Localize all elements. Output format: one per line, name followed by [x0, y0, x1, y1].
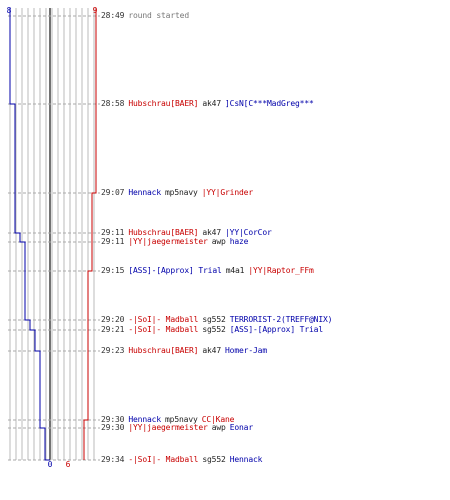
victim-name: haze	[229, 237, 249, 246]
weapon-name: awp	[211, 423, 226, 432]
killer-name: [ASS]-[Approx] Trial	[128, 266, 222, 275]
weapon-name: mp5navy	[165, 188, 198, 197]
victim-name: |YY|Grinder	[201, 188, 254, 197]
event-time: 29:30	[101, 423, 125, 432]
victim-name: CC|Kane	[201, 415, 235, 424]
weapon-name: ak47	[202, 346, 222, 355]
killer-name: Hubschrau[BAER]	[128, 346, 199, 355]
victim-name: TERRORIST-2(TREFF@NIX)	[229, 315, 333, 324]
event-message: round started	[128, 11, 190, 20]
weapon-name: ak47	[202, 228, 222, 237]
weapon-name: awp	[211, 237, 226, 246]
kill-event-row: 29:30 |YY|jaegermeister awp Eonar	[101, 423, 257, 432]
weapon-name: mp5navy	[165, 415, 198, 424]
blue-team-alive-line	[9, 8, 50, 461]
weapon-name: sg552	[202, 455, 226, 464]
victim-name: [ASS]-[Approx] Trial	[229, 325, 324, 334]
killer-name: -|SoI|- Madball	[128, 315, 199, 324]
red-start-count: 9	[93, 6, 98, 15]
event-time: 29:11	[101, 237, 125, 246]
round-start-row: 28:49 round started	[101, 11, 193, 20]
killer-name: Hubschrau[BAER]	[128, 228, 199, 237]
victim-name: Eonar	[229, 423, 254, 432]
kill-event-row: 29:11 |YY|jaegermeister awp haze	[101, 237, 252, 246]
weapon-name: sg552	[202, 325, 226, 334]
event-time: 29:30	[101, 415, 125, 424]
kill-event-row: 28:58 Hubschrau[BAER] ak47]CsN[C***MadGreg…	[101, 99, 318, 108]
killer-name: Hubschrau[BAER]	[128, 99, 199, 108]
kill-event-row: 29:23 Hubschrau[BAER] ak47 Homer-Jam	[101, 346, 271, 355]
killer-name: |YY|jaegermeister	[128, 237, 208, 246]
kill-event-row: 29:20 -|SoI|- Madball sg552 TERRORIST-2(TRE…	[101, 315, 336, 324]
weapon-name: sg552	[202, 315, 226, 324]
event-time: 29:23	[101, 346, 125, 355]
team-alive-timeline: 8 9 0 6	[7, 6, 100, 469]
event-time: 28:49	[101, 11, 125, 20]
kill-event-row: 29:30 Hennack mp5navy CC|Kane	[101, 415, 238, 424]
event-time: 29:20	[101, 315, 125, 324]
victim-name: ]CsN[C***MadGreg***	[225, 99, 314, 108]
event-time: 29:07	[101, 188, 125, 197]
kill-event-row: 29:34 -|SoI|- Madball sg552 Hennack	[101, 455, 266, 464]
killer-name: -|SoI|- Madball	[128, 325, 199, 334]
kill-event-row: 29:11 Hubschrau[BAER] ak47 |YY|CorCor	[101, 228, 276, 237]
blue-end-count: 0	[48, 460, 53, 469]
victim-name: |YY|CorCor	[225, 228, 272, 237]
victim-name: |YY|Raptor_FFm	[248, 266, 314, 275]
victim-name: Hennack	[229, 455, 263, 464]
event-time: 29:15	[101, 266, 125, 275]
blue-start-count: 8	[7, 6, 12, 15]
weapon-name: ak47	[202, 99, 222, 108]
victim-name: Homer-Jam	[225, 346, 268, 355]
killer-name: -|SoI|- Madball	[128, 455, 199, 464]
weapon-name: m4a1	[225, 266, 245, 275]
killer-name: Hennack	[128, 188, 162, 197]
kill-event-row: 29:21 -|SoI|- Madball sg552 [ASS]-[Approx] …	[101, 325, 327, 334]
red-team-alive-line	[83, 8, 97, 460]
red-end-count: 6	[66, 460, 71, 469]
killer-name: |YY|jaegermeister	[128, 423, 208, 432]
event-time: 29:21	[101, 325, 125, 334]
event-time: 29:34	[101, 455, 125, 464]
event-time: 28:58	[101, 99, 125, 108]
kill-event-row: 29:07 Hennack mp5navy |YY|Grinder	[101, 188, 257, 197]
killer-name: Hennack	[128, 415, 162, 424]
event-time: 29:11	[101, 228, 125, 237]
kill-event-row: 29:15 [ASS]-[Approx] Trial m4a1 |YY|Raptor_…	[101, 266, 318, 275]
